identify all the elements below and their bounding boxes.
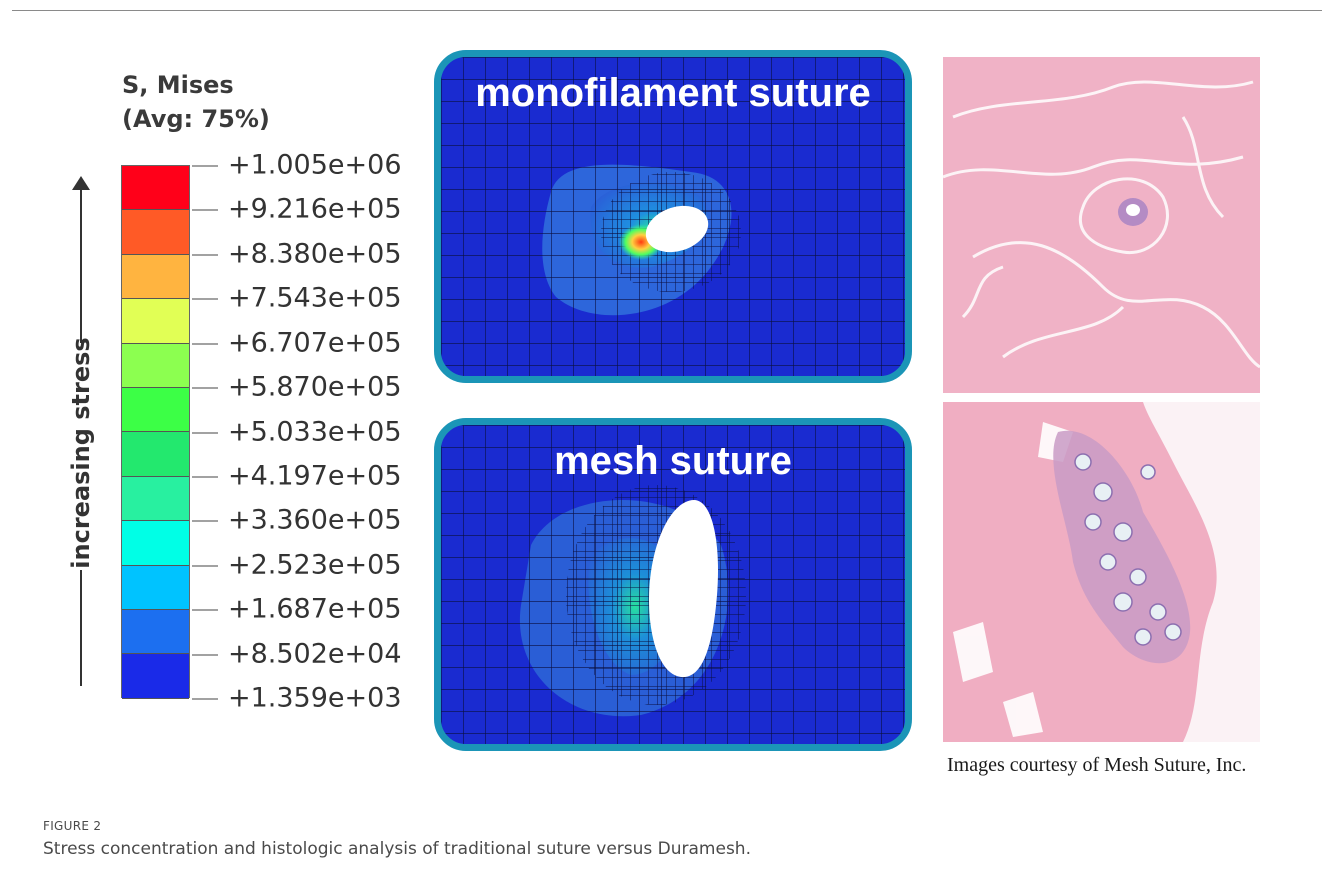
arrow-line-upper bbox=[80, 188, 82, 343]
legend-title-line2: (Avg: 75%) bbox=[122, 105, 270, 133]
figure-caption: Stress concentration and histologic anal… bbox=[43, 839, 751, 859]
figure-label: FIGURE 2 bbox=[43, 819, 102, 833]
scale-band bbox=[122, 521, 189, 566]
arrow-line-lower bbox=[80, 570, 82, 686]
tick-label: +6.707e+05 bbox=[192, 327, 402, 358]
monofilament-title: monofilament suture bbox=[475, 71, 871, 115]
tick-label: +5.033e+05 bbox=[192, 416, 402, 447]
tick-label: +1.005e+06 bbox=[192, 150, 402, 181]
tick-label: +1.687e+05 bbox=[192, 594, 402, 625]
tick-label: +4.197e+05 bbox=[192, 460, 402, 491]
scale-band bbox=[122, 210, 189, 255]
scale-band bbox=[122, 610, 189, 655]
mesh-suture-mesh-image bbox=[441, 425, 905, 744]
tick-label: +8.380e+05 bbox=[192, 238, 402, 269]
image-credit: Images courtesy of Mesh Suture, Inc. bbox=[947, 754, 1247, 776]
monofilament-panel: monofilament suture bbox=[434, 50, 912, 383]
scale-band bbox=[122, 343, 189, 389]
scale-band bbox=[122, 299, 189, 344]
axis-label: increasing stress bbox=[67, 337, 95, 569]
scale-band bbox=[122, 654, 189, 699]
scale-band bbox=[122, 388, 189, 433]
legend-title-line1: S, Mises bbox=[122, 71, 234, 99]
histology-image-top bbox=[943, 57, 1260, 393]
mesh-title: mesh suture bbox=[554, 439, 792, 483]
legend-title: S, Mises (Avg: 75%) bbox=[122, 68, 270, 136]
tick-label: +7.543e+05 bbox=[192, 283, 402, 314]
mesh-panel: mesh suture bbox=[434, 418, 912, 751]
tick-label: +8.502e+04 bbox=[192, 638, 402, 669]
tick-label: +1.359e+03 bbox=[192, 683, 402, 714]
scale-band bbox=[122, 476, 189, 522]
scale-band bbox=[122, 565, 189, 611]
arrow-up-icon bbox=[72, 176, 90, 190]
tick-label: +5.870e+05 bbox=[192, 372, 402, 403]
scale-band bbox=[122, 432, 189, 477]
top-rule bbox=[12, 10, 1322, 11]
monofilament-mesh-image bbox=[441, 57, 905, 376]
tick-label: +3.360e+05 bbox=[192, 505, 402, 536]
histology-image-bottom bbox=[943, 402, 1260, 742]
color-scale bbox=[121, 165, 190, 699]
scale-band bbox=[122, 254, 189, 300]
tick-label: +2.523e+05 bbox=[192, 549, 402, 580]
tick-label: +9.216e+05 bbox=[192, 194, 402, 225]
scale-band bbox=[122, 166, 189, 211]
